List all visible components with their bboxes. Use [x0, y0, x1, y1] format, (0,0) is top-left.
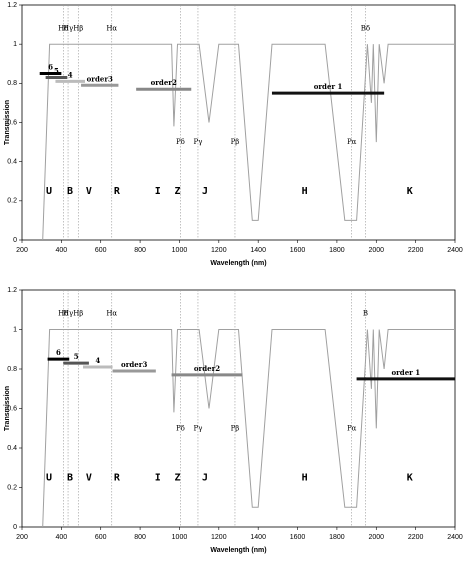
spectral-line-label: Pα [347, 424, 357, 432]
y-axis-title: Transmission [4, 100, 11, 145]
filter-label: K [407, 186, 413, 197]
x-tick-label: 400 [56, 534, 68, 541]
y-tick-label: 0.6 [7, 405, 17, 412]
spectral-line-label: Pγ [194, 424, 203, 432]
y-tick-label: 0.2 [7, 484, 17, 491]
spectral-line-label: Hβ [73, 25, 83, 33]
spectral-line-label: Pδ [176, 138, 185, 146]
y-tick-label: 0.8 [7, 80, 17, 87]
spectral-line-label: Pγ [194, 138, 203, 146]
y-tick-label: 0.2 [7, 198, 17, 205]
spectral-line-label: Hδ [58, 25, 68, 33]
x-axis-title: Wavelength (nm) [210, 547, 266, 554]
spectral-line-label: Hβ [73, 310, 83, 318]
x-tick-label: 1600 [290, 247, 306, 254]
x-tick-label: 800 [134, 534, 146, 541]
filter-label: H [302, 186, 308, 197]
transmission-curve [42, 43, 455, 241]
y-tick-label: 0.4 [7, 445, 17, 452]
y-axis-title: Transmission [4, 386, 11, 431]
order-label: order3 [121, 360, 147, 369]
order-label: 4 [68, 70, 73, 79]
filter-label: I [155, 186, 161, 197]
spectral-line-label: Pβ [231, 424, 240, 432]
y-tick-label: 1 [13, 41, 17, 48]
filter-label: B [67, 186, 73, 197]
x-tick-label: 200 [16, 534, 28, 541]
order-label: 5 [74, 352, 79, 361]
y-tick-label: 0 [13, 237, 17, 244]
y-tick-label: 1.2 [7, 2, 17, 9]
y-tick-label: 0 [13, 524, 17, 531]
filter-label: K [407, 473, 413, 484]
x-tick-label: 1600 [290, 534, 306, 541]
x-tick-label: 1800 [329, 534, 345, 541]
transmission-curve [42, 329, 455, 528]
filter-label: I [155, 473, 161, 484]
x-tick-label: 400 [56, 247, 68, 254]
order-label: order2 [151, 78, 177, 87]
x-tick-label: 600 [95, 534, 107, 541]
filter-label: R [114, 186, 121, 197]
x-tick-label: 1400 [250, 534, 266, 541]
spectral-line-label: Pα [347, 138, 357, 146]
x-tick-label: 2000 [368, 534, 384, 541]
x-tick-label: 1400 [250, 247, 266, 254]
order-label: order 1 [314, 82, 343, 91]
x-tick-label: 600 [95, 247, 107, 254]
x-tick-label: 200 [16, 247, 28, 254]
order-label: 6 [48, 63, 53, 72]
order-label: order3 [87, 74, 113, 83]
spectral-line-label: Hα [106, 25, 117, 33]
filter-label: B [67, 473, 73, 484]
order-label: 5 [54, 66, 59, 75]
order-label: 6 [56, 348, 61, 357]
spectral-line-label: Pβ [231, 138, 240, 146]
plot-frame [21, 4, 456, 241]
order-label: 4 [95, 356, 100, 365]
spectral-line-label: Pδ [176, 424, 185, 432]
y-tick-label: 0.8 [7, 366, 17, 373]
order-label: order 1 [391, 368, 420, 377]
x-tick-label: 2400 [447, 534, 463, 541]
spectral-line-label: Hγ [63, 25, 73, 33]
filter-label: H [302, 473, 308, 484]
filter-label: J [202, 186, 208, 197]
y-tick-label: 1 [13, 326, 17, 333]
filter-label: J [202, 473, 208, 484]
filter-label: V [86, 473, 92, 484]
filter-label: U [46, 473, 52, 484]
x-tick-label: 2200 [408, 534, 424, 541]
x-tick-label: 1200 [211, 534, 227, 541]
y-tick-label: 0.4 [7, 159, 17, 166]
spectral-line-label: Hδ [58, 310, 68, 318]
filter-label: V [86, 186, 92, 197]
x-tick-label: 1800 [329, 247, 345, 254]
spectral-line-label: Hγ [63, 310, 73, 318]
x-tick-label: 800 [134, 247, 146, 254]
x-tick-label: 2000 [368, 247, 384, 254]
plot-frame [21, 289, 456, 528]
x-tick-label: 2200 [408, 247, 424, 254]
filter-label: Z [174, 473, 180, 484]
x-tick-label: 1000 [172, 247, 188, 254]
filter-label: Z [174, 186, 180, 197]
filter-label: U [46, 186, 52, 197]
spectral-line-label: Hα [106, 310, 117, 318]
spectral-line-label: B [363, 310, 368, 318]
y-tick-label: 1.2 [7, 287, 17, 294]
x-tick-label: 1000 [172, 534, 188, 541]
x-axis-title: Wavelength (nm) [210, 260, 266, 267]
filter-label: R [114, 473, 121, 484]
x-tick-label: 1200 [211, 247, 227, 254]
order-label: order2 [194, 364, 220, 373]
y-tick-label: 0.6 [7, 119, 17, 126]
spectral-line-label: Bδ [361, 25, 370, 33]
x-tick-label: 2400 [447, 247, 463, 254]
